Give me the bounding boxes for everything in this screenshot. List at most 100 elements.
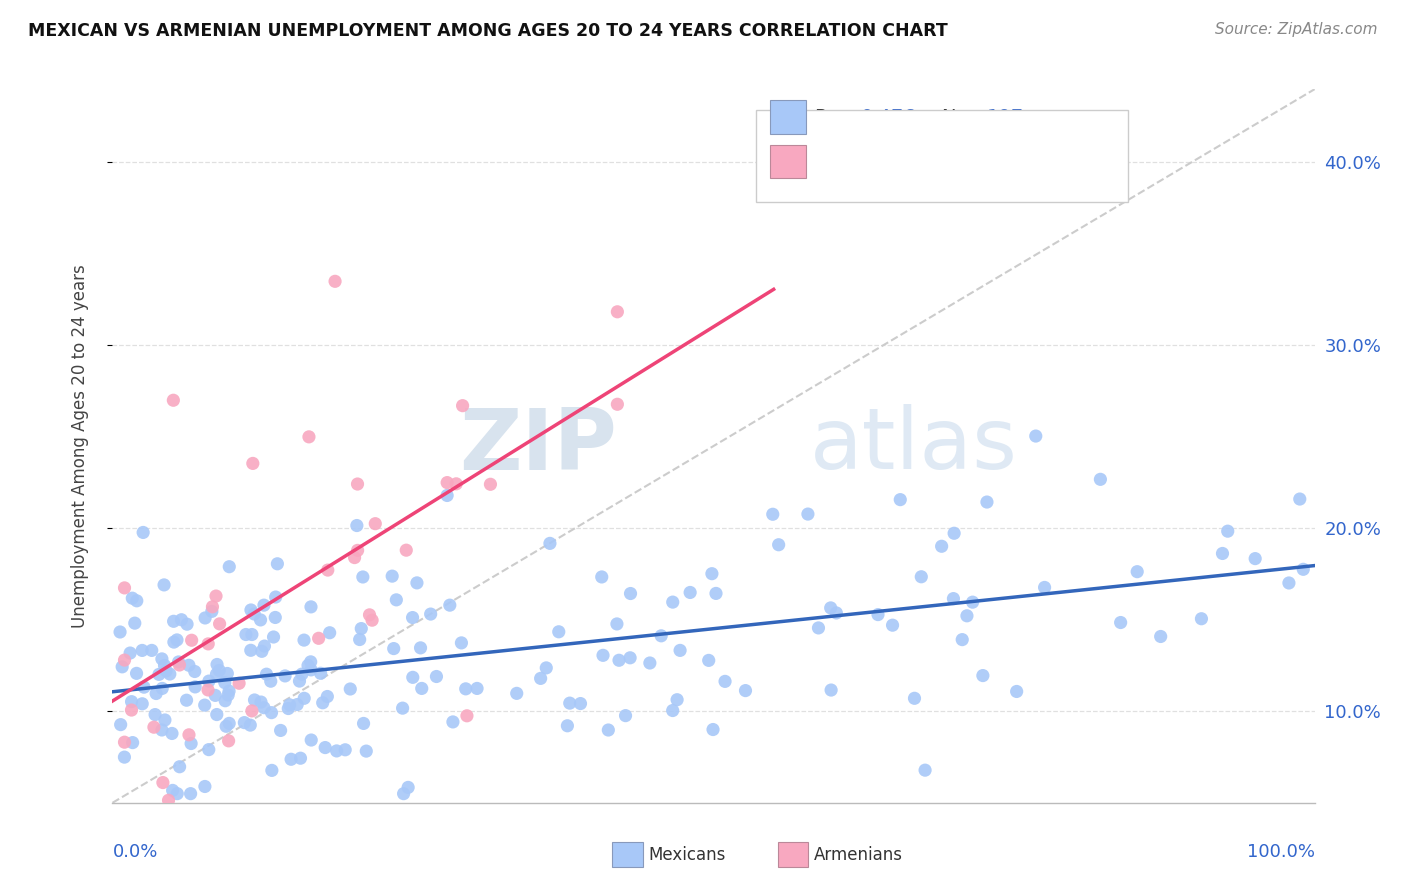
Y-axis label: Unemployment Among Ages 20 to 24 years: Unemployment Among Ages 20 to 24 years xyxy=(70,264,89,628)
Point xyxy=(150,652,173,666)
Text: N =: N = xyxy=(942,152,986,171)
Point xyxy=(956,608,979,623)
Point xyxy=(299,733,322,747)
Point xyxy=(734,683,756,698)
Point xyxy=(391,701,413,715)
Point xyxy=(205,657,228,672)
Point xyxy=(401,610,423,624)
Point xyxy=(278,698,301,712)
Point xyxy=(316,690,339,704)
Point xyxy=(547,624,569,639)
Point xyxy=(177,728,200,742)
Point xyxy=(197,682,219,697)
Point xyxy=(661,704,683,718)
Point xyxy=(439,598,461,612)
Point xyxy=(1288,491,1310,506)
Point xyxy=(1005,684,1028,698)
Point xyxy=(638,656,661,670)
Point xyxy=(235,627,257,641)
Point xyxy=(1191,612,1213,626)
Point xyxy=(607,653,630,667)
Point xyxy=(163,635,186,649)
Point xyxy=(346,477,368,491)
Point xyxy=(359,607,381,622)
Point xyxy=(239,643,262,657)
Point xyxy=(170,613,193,627)
Point xyxy=(392,787,415,801)
Text: 0.476: 0.476 xyxy=(860,108,917,128)
Point xyxy=(762,508,785,522)
Point xyxy=(145,686,167,700)
Point xyxy=(285,698,308,712)
Point xyxy=(866,607,889,622)
Point xyxy=(217,688,239,702)
Point xyxy=(162,393,184,408)
Point xyxy=(270,723,292,738)
Point xyxy=(214,694,236,708)
Point xyxy=(614,708,637,723)
Point xyxy=(1025,429,1047,443)
Point xyxy=(820,683,842,698)
Point xyxy=(598,723,620,737)
Point xyxy=(339,681,361,696)
Point xyxy=(159,667,181,681)
Point xyxy=(240,704,263,718)
Point xyxy=(914,763,936,777)
Point xyxy=(381,569,404,583)
Point xyxy=(942,591,965,606)
Point xyxy=(176,693,198,707)
Point xyxy=(162,615,184,629)
Text: Armenians: Armenians xyxy=(814,846,903,863)
Text: Source: ZipAtlas.com: Source: ZipAtlas.com xyxy=(1215,22,1378,37)
Point xyxy=(217,666,239,681)
Point xyxy=(382,641,405,656)
Point xyxy=(441,714,464,729)
Point xyxy=(256,667,278,681)
Text: ZIP: ZIP xyxy=(460,404,617,488)
Point xyxy=(292,691,315,706)
Point xyxy=(530,672,553,686)
Point xyxy=(591,570,613,584)
Point xyxy=(419,607,441,621)
Point xyxy=(450,636,472,650)
Point xyxy=(214,675,236,690)
Point xyxy=(169,760,191,774)
Point xyxy=(820,601,842,615)
Point xyxy=(346,543,368,558)
Point xyxy=(197,637,219,651)
Point xyxy=(346,518,368,533)
Point xyxy=(931,539,953,553)
Text: R =: R = xyxy=(815,108,858,128)
Point xyxy=(274,669,297,683)
Point xyxy=(714,674,737,689)
Point xyxy=(177,658,200,673)
Point xyxy=(143,707,166,722)
Point xyxy=(1216,524,1239,538)
Point xyxy=(155,664,177,678)
Point xyxy=(240,627,263,641)
Point xyxy=(184,665,207,679)
Point xyxy=(950,632,973,647)
Text: 38: 38 xyxy=(987,152,1018,171)
Point xyxy=(176,617,198,632)
Point xyxy=(650,629,672,643)
Point xyxy=(558,696,581,710)
Point xyxy=(903,691,925,706)
Point xyxy=(825,606,848,620)
Point xyxy=(243,607,266,621)
Point xyxy=(250,644,273,658)
Point xyxy=(218,684,240,698)
Point xyxy=(250,695,273,709)
Text: MEXICAN VS ARMENIAN UNEMPLOYMENT AMONG AGES 20 TO 24 YEARS CORRELATION CHART: MEXICAN VS ARMENIAN UNEMPLOYMENT AMONG A… xyxy=(28,22,948,40)
Point xyxy=(669,643,692,657)
Point xyxy=(297,658,319,673)
Point xyxy=(325,744,347,758)
Point xyxy=(679,585,702,599)
Point xyxy=(201,599,224,614)
Point xyxy=(114,581,136,595)
Point xyxy=(148,667,170,681)
Point xyxy=(198,674,221,689)
Point xyxy=(204,689,226,703)
Point xyxy=(111,660,134,674)
Point xyxy=(444,476,467,491)
